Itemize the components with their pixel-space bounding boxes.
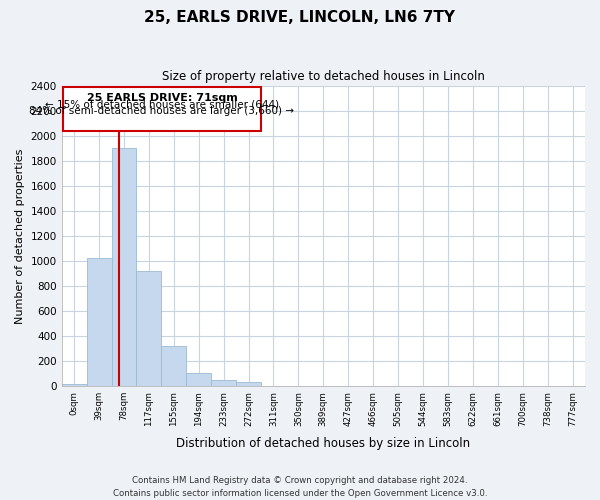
Bar — [136, 271, 161, 386]
Bar — [112, 148, 136, 386]
Bar — [86, 258, 112, 386]
FancyBboxPatch shape — [63, 87, 261, 130]
Bar — [236, 382, 261, 386]
Text: ← 15% of detached houses are smaller (644): ← 15% of detached houses are smaller (64… — [45, 100, 279, 110]
Title: Size of property relative to detached houses in Lincoln: Size of property relative to detached ho… — [162, 70, 485, 83]
Y-axis label: Number of detached properties: Number of detached properties — [15, 148, 25, 324]
Bar — [186, 373, 211, 386]
Bar — [62, 384, 86, 386]
Bar — [161, 346, 186, 386]
Text: 25 EARLS DRIVE: 71sqm: 25 EARLS DRIVE: 71sqm — [86, 93, 238, 103]
X-axis label: Distribution of detached houses by size in Lincoln: Distribution of detached houses by size … — [176, 437, 470, 450]
Text: 25, EARLS DRIVE, LINCOLN, LN6 7TY: 25, EARLS DRIVE, LINCOLN, LN6 7TY — [145, 10, 455, 25]
Text: 84% of semi-detached houses are larger (3,660) →: 84% of semi-detached houses are larger (… — [29, 106, 295, 116]
Bar — [211, 380, 236, 386]
Text: Contains HM Land Registry data © Crown copyright and database right 2024.
Contai: Contains HM Land Registry data © Crown c… — [113, 476, 487, 498]
